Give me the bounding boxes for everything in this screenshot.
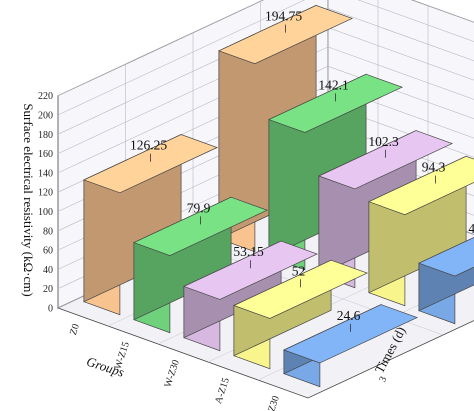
z-tick-label: 140 (38, 168, 53, 179)
bar-value-label: 52 (292, 263, 306, 278)
z-tick-label: 60 (43, 246, 53, 257)
time-tick-label: 3 (377, 375, 389, 384)
group-tick-label: A-Z15 (213, 377, 232, 406)
bar-value-label: 79.9 (187, 200, 211, 215)
bar-face-top (417, 237, 474, 277)
bar-A-Z30-7 (417, 237, 474, 325)
z-axis-title: Surface electrical resistivity (kΩ·cm) (21, 103, 36, 296)
z-gridline (57, 0, 474, 116)
bar-face-top (132, 196, 269, 256)
z-tick-label: 80 (43, 226, 53, 237)
z-tick-label: 180 (38, 130, 53, 141)
z-tick-label: 220 (38, 91, 53, 102)
bar-value-label: 94.3 (422, 160, 446, 175)
bar-value-label: 142.1 (318, 77, 348, 92)
z-tick-label: 200 (38, 111, 53, 122)
bar-value-label: 194.75 (265, 9, 302, 24)
bar-W-Z30-3 (182, 240, 319, 352)
bar-face-top (82, 134, 219, 194)
bar-A-Z30-3 (282, 304, 419, 388)
group-tick-label: Z0 (68, 323, 82, 337)
z-tick-label: 0 (48, 304, 53, 315)
z-tick-label: 160 (38, 149, 53, 160)
z-tick-label: 20 (43, 284, 53, 295)
bar-value-label: 49.25 (468, 221, 474, 236)
bar-face-top (267, 73, 404, 133)
bar-value-label: 53.15 (233, 244, 264, 259)
z-tick-label: 120 (38, 188, 53, 199)
bar-face-top (317, 130, 454, 190)
bar-value-label: 24.6 (337, 308, 361, 323)
bar-face-top (367, 155, 474, 216)
z-gridline (57, 0, 474, 96)
z-tick-label: 40 (43, 265, 53, 276)
z-tick-label: 100 (38, 207, 53, 218)
bar-face-top (232, 259, 369, 319)
bar-W-Z15-3 (132, 196, 269, 334)
bar-A-Z15-3 (232, 259, 369, 370)
group-tick-label: W-Z30 (163, 359, 182, 389)
group-tick-label: A-Z30 (263, 395, 282, 411)
bar-value-label: 102.3 (368, 134, 399, 149)
bar-face-top (282, 304, 419, 364)
bar-face-top (182, 240, 319, 300)
bar-face-top (217, 5, 354, 65)
chart-bars (82, 4, 474, 388)
bar-value-label: 126.25 (130, 138, 167, 153)
